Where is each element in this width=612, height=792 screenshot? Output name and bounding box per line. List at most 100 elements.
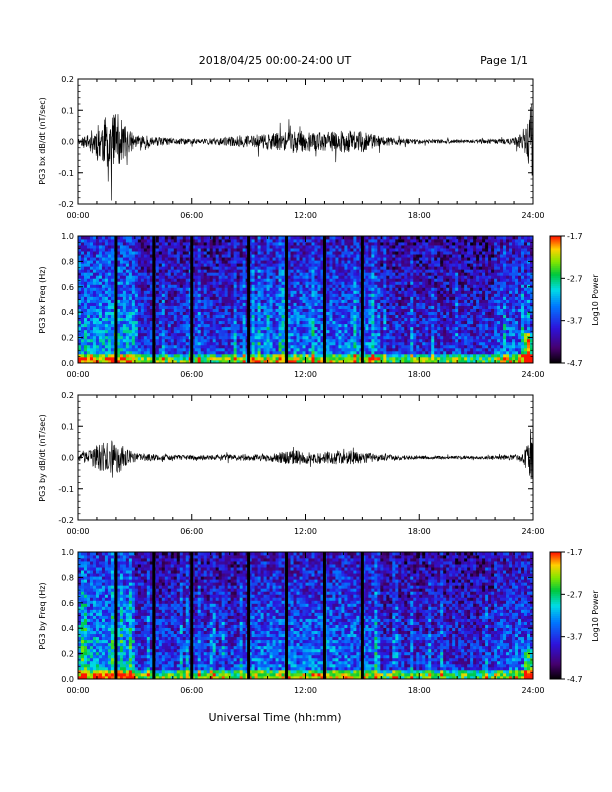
bx-spectrogram-cell [269,347,273,352]
bx-spectrogram-cell [92,335,97,340]
bx-spectrogram-cell [197,323,202,328]
bx-spectrogram-cell [338,263,342,267]
bx-spectrogram-cell [173,350,178,355]
bx-spectrogram-cell [212,356,217,361]
bx-spectrogram-cell [140,341,145,346]
bx-spectrogram-cell [164,242,169,246]
bx-spectrogram-cell [78,245,82,249]
bx-spectrogram-cell [344,302,348,306]
bx-spectrogram-cell [83,251,88,255]
bx-spectrogram-cell [422,305,426,309]
bx-spectrogram-cell [248,239,253,243]
bx-spectrogram-cell [389,266,393,270]
bx-spectrogram-cell [149,305,154,309]
bx-spectrogram-cell [143,254,148,258]
bx-spectrogram-cell [143,290,148,294]
bx-spectrogram-cell [311,317,315,322]
bx-spectrogram-cell [344,269,348,273]
bx-spectrogram-cell [128,347,133,352]
bx-spectrogram-cell [164,293,169,297]
bx-spectrogram-cell [155,344,160,349]
bx-spectrogram-cell [416,257,420,261]
bx-spectrogram-cell [143,305,148,309]
bx-spectrogram-cell [227,308,232,312]
bx-spectrogram-cell [98,263,103,267]
bx-spectrogram-cell [413,242,417,246]
bx-spectrogram-cell [422,344,426,349]
bx-spectrogram-cell [125,296,130,300]
bx-spectrogram-cell [338,236,342,240]
bx-spectrogram-cell [98,245,103,249]
bx-spectrogram-cell [95,326,100,331]
bx-spectrogram-cell [143,335,148,340]
bx-spectrogram-cell [278,272,282,276]
bx-spectrogram-cell [281,314,285,319]
bx-spectrogram-cell [371,269,375,273]
bx-spectrogram-cell [191,341,196,346]
bx-spectrogram-cell [344,341,348,346]
bx-spectrogram-cell [221,248,226,252]
bx-spectrogram-cell [392,320,396,325]
bx-spectrogram-cell [275,317,279,322]
bx-spectrogram-cell [215,281,220,285]
bx-spectrogram-cell [155,311,160,316]
bx-spectrogram-cell [98,323,103,328]
bx-spectrogram-cell [233,293,238,297]
bx-spectrogram-cell [380,332,384,337]
bx-spectrogram-cell [251,266,256,270]
bx-spectrogram-cell [290,254,294,258]
bx-spectrogram-cell [317,257,321,261]
bx-spectrogram-cell [299,239,303,243]
bx-spectrogram-cell [317,329,321,334]
bx-spectrogram-cell [230,266,235,270]
bx-spectrogram-cell [119,293,124,297]
bx-spectrogram-cell [260,269,264,273]
bx-spectrogram-cell [374,239,378,243]
bx-spectrogram-cell [410,260,414,264]
bx-spectrogram-cell [230,311,235,316]
bx-spectrogram-cell [275,347,279,352]
bx-spectrogram-cell [335,329,339,334]
bx-spectrogram-cell [287,251,291,255]
bx-spectrogram-cell [332,308,336,312]
bx-spectrogram-cell [242,245,247,249]
bx-spectrogram-cell [308,317,312,322]
bx-spectrogram-cell [305,344,309,349]
bx-spectrogram-cell [308,239,312,243]
bx-spectrogram-cell [278,359,282,364]
bx-spectrogram-cell [128,236,133,240]
bx-spectrogram-cell [161,302,166,306]
bx-spectrogram-cell [371,278,375,282]
bx-spectrogram-cell [269,284,273,288]
bx-spectrogram-cell [236,248,241,252]
bx-spectrogram-cell [350,242,354,246]
bx-spectrogram-cell [269,272,273,276]
bx-spectrogram-cell [158,317,163,322]
bx-spectrogram-cell [266,356,270,361]
bx-spectrogram-cell [107,251,112,255]
bx-spectrogram-cell [89,335,94,340]
bx-spectrogram-cell [341,245,345,249]
bx-spectrogram-cell [230,332,235,337]
bx-spectrogram-cell [92,287,97,291]
bx-spectrogram-cell [422,275,426,279]
bx-spectrogram-cell [137,308,142,312]
bx-spectrogram-cell [86,260,91,264]
bx-spectrogram-cell [293,248,297,252]
bx-spectrogram-cell [155,272,160,276]
bx-spectrogram-cell [134,359,139,364]
bx-spectrogram-cell [107,245,112,249]
bx-spectrogram-cell [266,311,270,316]
bx-spectrogram-cell [98,320,103,325]
bx-spectrogram-cell [236,302,241,306]
bx-spectrogram-cell [146,296,151,300]
bx-spectrogram-cell [251,350,256,355]
bx-spectrogram-cell [212,263,217,267]
bx-spectrogram-cell [86,275,91,279]
bx-spectrogram-cell [221,302,226,306]
bx-spectrogram-cell [344,251,348,255]
bx-spectrogram-cell [206,278,211,282]
bx-spectrogram-cell [89,332,94,337]
bx-spectrogram-cell [362,320,366,325]
bx-spectrogram-cell [209,356,214,361]
